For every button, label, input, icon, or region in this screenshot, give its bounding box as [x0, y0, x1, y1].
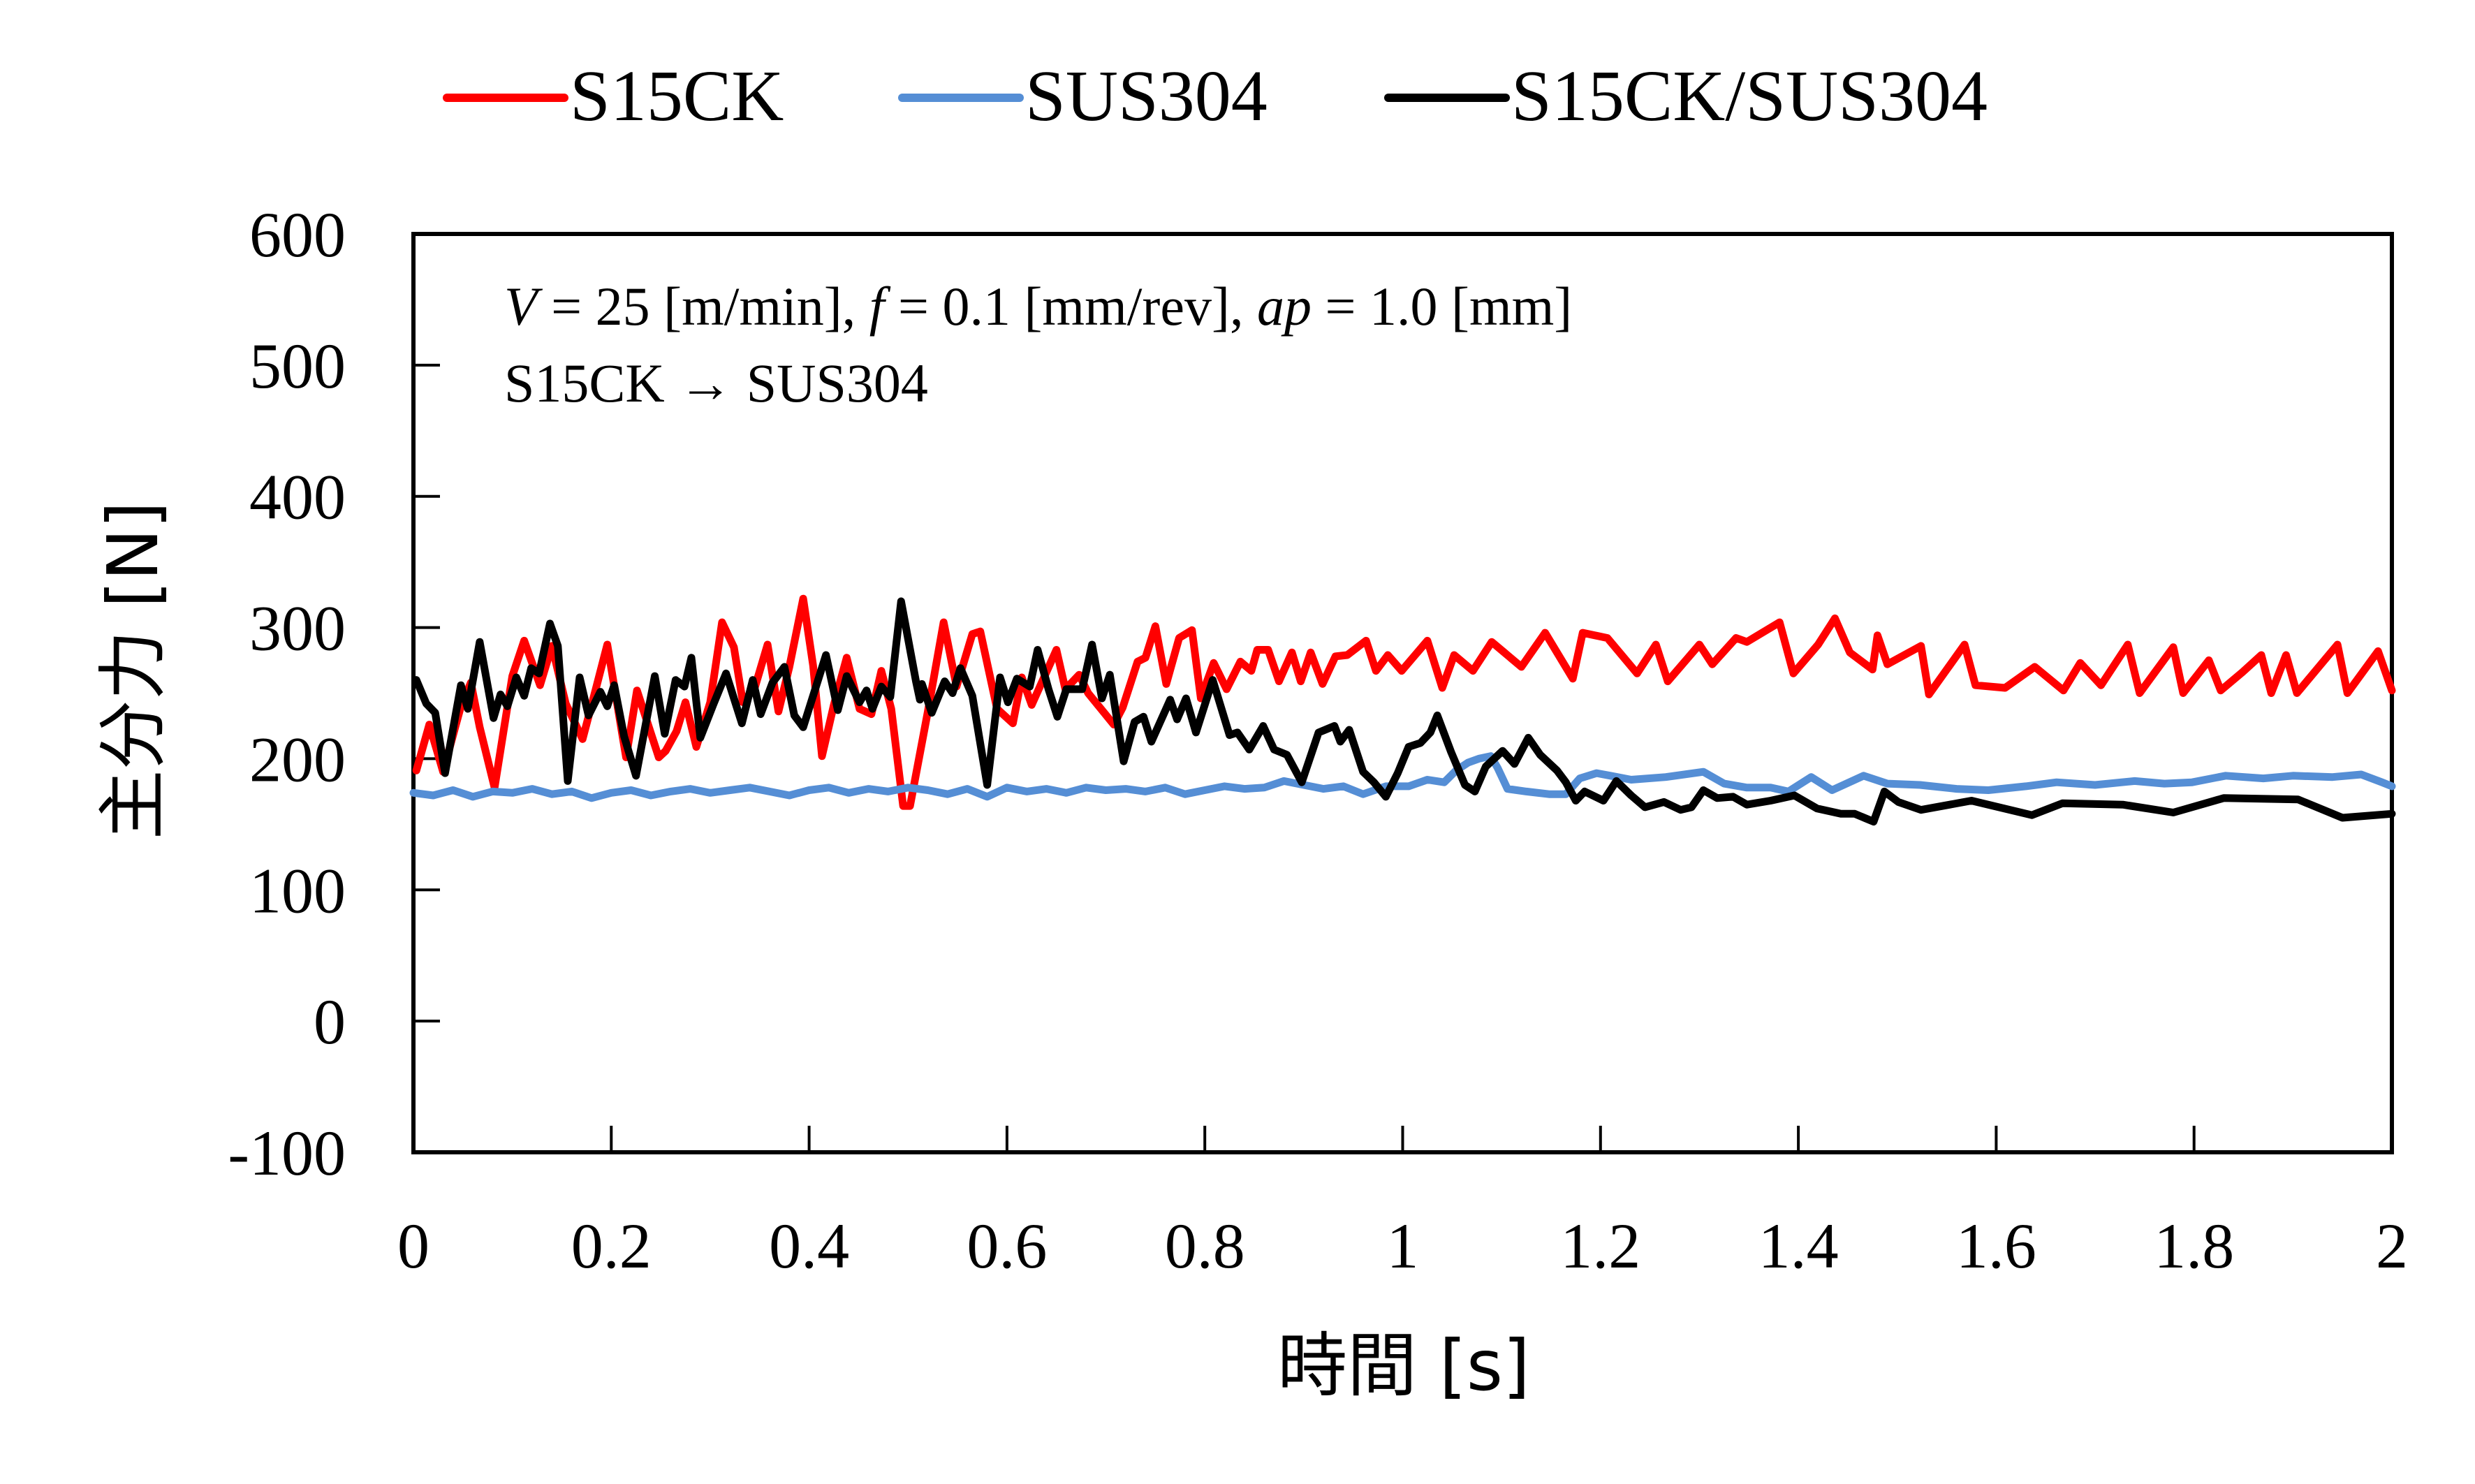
y-axis-title: 主分力 [N]	[92, 501, 174, 840]
series-line	[409, 752, 2396, 802]
x-tick-label: 0.4	[769, 1210, 849, 1281]
y-axis-ticks	[413, 363, 440, 1023]
legend-item: SUS304	[898, 56, 1268, 136]
x-tick-labels: 0 0.2 0.4 0.6 0.8 1 1.2 1.4 1.6 1.8 2	[397, 1210, 2408, 1281]
legend: S15CK SUS304 S15CK/SUS304	[443, 56, 1988, 136]
x-tick-label: 2	[2376, 1210, 2408, 1281]
x-tick-label: 0	[397, 1210, 429, 1281]
x-tick-label: 1.8	[2154, 1210, 2234, 1281]
annotation-text: V	[504, 276, 543, 337]
annotation-text: = 1.0 [mm]	[1312, 276, 1572, 337]
series-s15ck-sus304	[412, 597, 2396, 826]
legend-label: SUS304	[1025, 56, 1268, 136]
series-line	[412, 597, 2396, 826]
y-tick-label: 200	[249, 723, 346, 795]
annotation-line: V = 25 [m/min], f = 0.1 [mm/rev], ap = 1…	[504, 276, 1572, 337]
annotation-text: ap	[1257, 276, 1312, 337]
legend-label: S15CK/SUS304	[1511, 56, 1988, 136]
annotation-line: S15CK → SUS304	[504, 353, 928, 413]
x-tick-label: 1.6	[1956, 1210, 2036, 1281]
annotation-text: S15CK → SUS304	[504, 353, 928, 413]
legend-item: S15CK	[443, 56, 784, 136]
x-axis-ticks	[610, 1126, 2196, 1152]
y-tick-label: 400	[249, 462, 346, 533]
legend-item: S15CK/SUS304	[1384, 56, 1988, 136]
series-sus304	[409, 752, 2396, 802]
legend-label: S15CK	[570, 56, 784, 136]
x-tick-label: 0.6	[967, 1210, 1047, 1281]
x-tick-label: 1.2	[1560, 1210, 1640, 1281]
x-tick-label: 0.2	[571, 1210, 652, 1281]
y-tick-label: 100	[249, 855, 346, 926]
y-tick-label: 0	[314, 986, 346, 1057]
series-group	[409, 594, 2396, 826]
annotation-text: = 25 [m/min],	[538, 276, 869, 337]
y-tick-label: 500	[249, 330, 346, 402]
y-tick-label: 600	[249, 199, 346, 270]
x-axis-title: 時間 [s]	[1277, 1325, 1530, 1406]
x-tick-label: 0.8	[1165, 1210, 1245, 1281]
annotations: V = 25 [m/min], f = 0.1 [mm/rev], ap = 1…	[504, 276, 1572, 413]
y-tick-label: -100	[228, 1117, 346, 1189]
annotation-text: = 0.1 [mm/rev],	[884, 276, 1257, 337]
x-tick-label: 1.4	[1758, 1210, 1839, 1281]
x-tick-label: 1	[1387, 1210, 1419, 1281]
plot-area	[409, 232, 2396, 1154]
y-tick-labels: -100 0 100 200 300 400 500 600	[228, 199, 346, 1189]
y-tick-label: 300	[249, 593, 346, 664]
